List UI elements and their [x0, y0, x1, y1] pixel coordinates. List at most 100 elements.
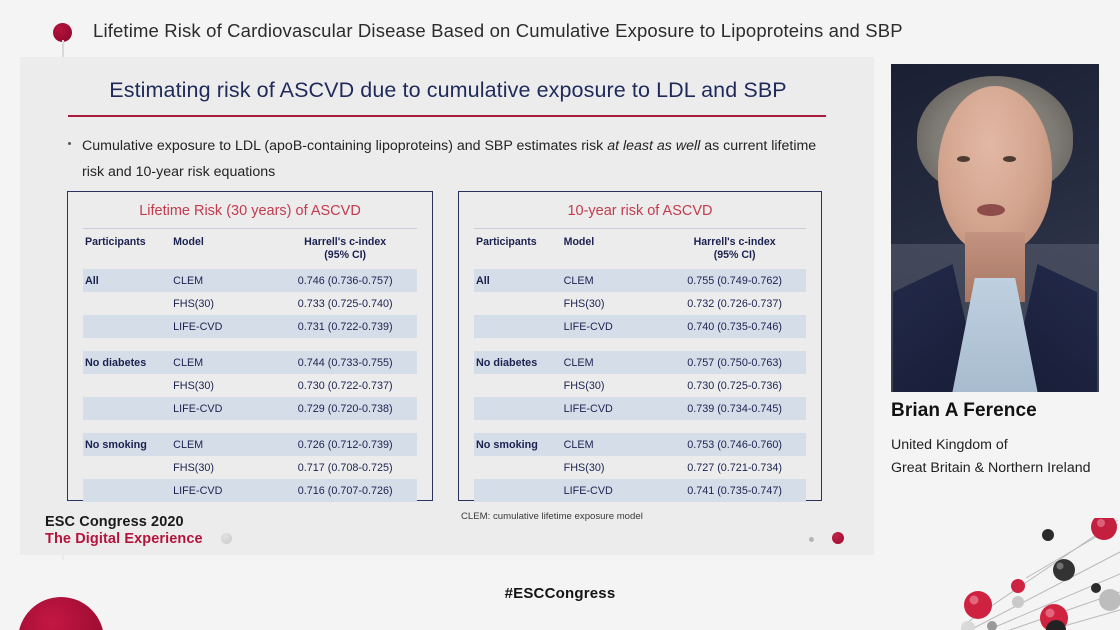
table-caption: 10-year risk of ASCVD	[567, 203, 713, 219]
molecule-node-dark	[1091, 583, 1101, 593]
molecule-node-red	[1011, 579, 1025, 593]
pagination-dot-small[interactable]	[809, 537, 814, 542]
table-group-spacer	[474, 338, 806, 351]
molecule-node-red	[964, 591, 992, 619]
molecule-node-grey	[1099, 589, 1120, 611]
cell-model: CLEM	[563, 433, 664, 456]
esc-congress-label: ESC Congress 2020	[45, 514, 184, 530]
page-title: Lifetime Risk of Cardiovascular Disease …	[93, 20, 903, 41]
cell-model: FHS(30)	[563, 297, 605, 310]
table-row: LIFE-CVD 0.740 (0.735-0.746)	[474, 315, 806, 338]
speaker-country-line1: United Kingdom of	[891, 437, 1008, 453]
table-row: No smoking CLEM 0.726 (0.712-0.739)	[83, 433, 417, 456]
cell-model: CLEM	[563, 351, 664, 374]
molecule-node-dark	[1042, 529, 1054, 541]
table-row: No smoking CLEM 0.753 (0.746-0.760)	[474, 433, 806, 456]
cell-participants	[474, 292, 564, 315]
cell-model: LIFE-CVD	[173, 479, 274, 502]
cell-participants	[474, 315, 564, 338]
table-group-spacer	[474, 420, 806, 433]
speaker-video[interactable]	[891, 64, 1099, 392]
cell-participants	[474, 456, 564, 479]
cell-cindex: 0.730 (0.725-0.736)	[687, 379, 783, 392]
column-header-model: Model	[563, 236, 595, 248]
cell-cindex: 0.746 (0.736-0.757)	[273, 269, 417, 292]
pin-marker-icon	[53, 23, 72, 42]
speaker-name: Brian A Ference	[891, 400, 1037, 421]
tenyear-risk-table-box: 10-year risk of ASCVD Participants Model…	[458, 191, 822, 502]
table-row: FHS(30) 0.730 (0.725-0.736)	[474, 374, 806, 397]
table-row: No diabetes CLEM 0.744 (0.733-0.755)	[83, 351, 417, 374]
cell-cindex: 0.726 (0.712-0.739)	[273, 433, 417, 456]
cell-participants: No smoking	[83, 433, 174, 456]
table-row: No diabetes CLEM 0.757 (0.750-0.763)	[474, 351, 806, 374]
table-row: All CLEM 0.746 (0.736-0.757)	[83, 269, 417, 292]
cell-participants: All	[83, 269, 174, 292]
cell-participants	[474, 374, 564, 397]
table-group-spacer	[83, 338, 417, 351]
speaker-country: United Kingdom of Great Britain & Northe…	[891, 434, 1116, 480]
table-row: LIFE-CVD 0.716 (0.707-0.726)	[83, 479, 417, 502]
cell-model: CLEM	[173, 269, 274, 292]
cell-model: CLEM	[173, 351, 274, 374]
cell-model: FHS(30)	[563, 461, 605, 474]
cell-model: LIFE-CVD	[563, 479, 664, 502]
hashtag-label: #ESCCongress	[504, 585, 616, 602]
table-row: LIFE-CVD 0.731 (0.722-0.739)	[83, 315, 417, 338]
table-row: FHS(30) 0.727 (0.721-0.734)	[474, 456, 806, 479]
column-header-cindex: Harrell's c-index (95% CI)	[663, 229, 806, 269]
pagination-dot-inactive[interactable]	[221, 533, 232, 544]
bullet-suffix: as current lifetime risk and 10-year ris…	[82, 138, 817, 180]
table-row: All CLEM 0.755 (0.749-0.762)	[474, 269, 806, 292]
cell-cindex: 0.730 (0.722-0.737)	[297, 379, 393, 392]
cell-model: LIFE-CVD	[173, 397, 274, 420]
cell-participants	[83, 397, 174, 420]
table-row: FHS(30) 0.717 (0.708-0.725)	[83, 456, 417, 479]
table-header-row: Participants Model Harrell's c-index (95…	[83, 229, 417, 269]
bullet-prefix: Cumulative exposure to LDL (apoB-contain…	[82, 138, 608, 154]
column-header-participants: Participants	[476, 236, 537, 248]
cell-model: FHS(30)	[173, 297, 214, 310]
cell-participants: No diabetes	[474, 351, 564, 374]
digital-experience-label: The Digital Experience	[45, 531, 203, 547]
speaker-mouth	[977, 204, 1005, 216]
column-header-cindex-line2: (95% CI)	[713, 249, 756, 261]
cell-cindex: 0.739 (0.734-0.745)	[663, 397, 806, 420]
table-caption: Lifetime Risk (30 years) of ASCVD	[139, 203, 361, 219]
slide-title: Estimating risk of ASCVD due to cumulati…	[109, 78, 787, 102]
cell-cindex: 0.731 (0.722-0.739)	[273, 315, 417, 338]
cell-cindex: 0.755 (0.749-0.762)	[663, 269, 806, 292]
cell-participants	[83, 292, 173, 315]
cell-cindex: 0.744 (0.733-0.755)	[273, 351, 417, 374]
bullet-marker-icon	[68, 142, 71, 145]
cell-cindex: 0.727 (0.721-0.734)	[687, 461, 783, 474]
cell-model: LIFE-CVD	[563, 315, 664, 338]
table-header-row: Participants Model Harrell's c-index (95…	[474, 229, 806, 269]
slide-bullet-text: Cumulative exposure to LDL (apoB-contain…	[82, 133, 822, 185]
column-header-participants: Participants	[85, 236, 146, 248]
table-row: LIFE-CVD 0.729 (0.720-0.738)	[83, 397, 417, 420]
cell-model: FHS(30)	[173, 461, 214, 474]
cell-model: FHS(30)	[563, 379, 605, 392]
lifetime-risk-table-box: Lifetime Risk (30 years) of ASCVD Partic…	[67, 191, 433, 502]
cell-cindex: 0.757 (0.750-0.763)	[663, 351, 806, 374]
cell-model: LIFE-CVD	[563, 397, 664, 420]
cell-participants: No diabetes	[83, 351, 174, 374]
cell-cindex: 0.732 (0.726-0.737)	[687, 297, 783, 310]
cell-model: CLEM	[563, 269, 664, 292]
cell-participants	[83, 374, 173, 397]
table-header-divider	[474, 228, 806, 229]
cell-cindex: 0.741 (0.735-0.747)	[663, 479, 806, 502]
lifetime-risk-table: Participants Model Harrell's c-index (95…	[83, 229, 417, 502]
cell-participants: No smoking	[474, 433, 564, 456]
cell-model: CLEM	[173, 433, 274, 456]
speaker-eye-right	[1003, 156, 1016, 162]
tenyear-risk-table-body: All CLEM 0.755 (0.749-0.762) FHS(30) 0.732 (…	[474, 269, 806, 502]
pagination-dot-active[interactable]	[832, 532, 844, 544]
column-header-cindex: Harrell's c-index (95% CI)	[273, 229, 417, 269]
speaker-face	[938, 86, 1052, 254]
lifetime-risk-table-body: All CLEM 0.746 (0.736-0.757) FHS(30) 0.733 (…	[83, 269, 417, 502]
table-row: FHS(30) 0.732 (0.726-0.737)	[474, 292, 806, 315]
tenyear-risk-table: Participants Model Harrell's c-index (95…	[474, 229, 806, 502]
